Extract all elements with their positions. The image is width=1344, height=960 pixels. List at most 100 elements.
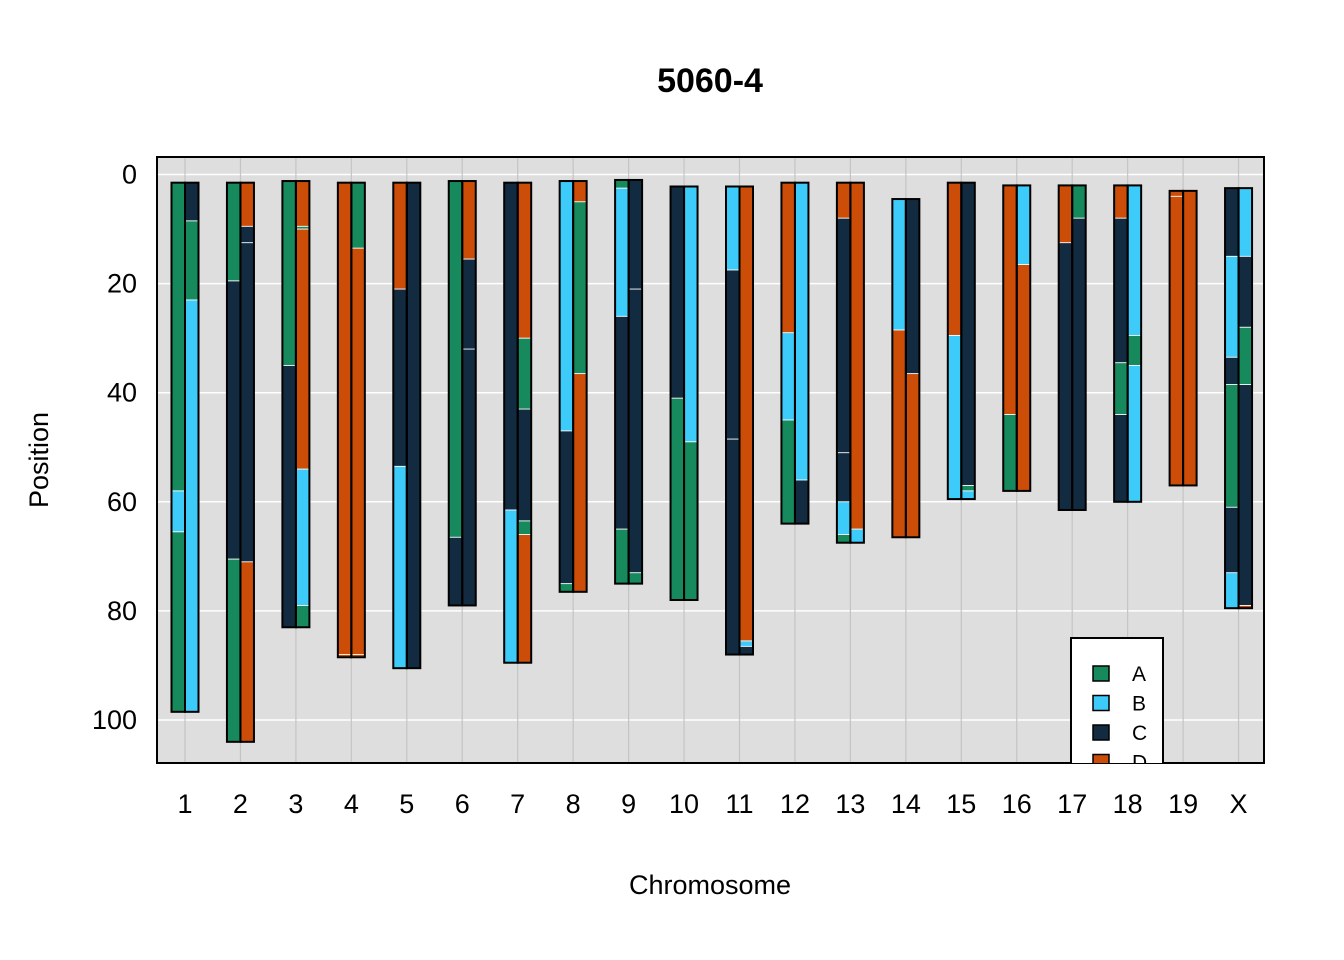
x-tick-label: 14 [891, 789, 921, 819]
chromosome-11 [725, 185, 754, 656]
x-tick-label: 17 [1057, 789, 1087, 819]
segment-right-D [850, 182, 864, 530]
segment-right-D [240, 561, 254, 742]
x-tick-label: 16 [1002, 789, 1032, 819]
segment-right-D [295, 229, 310, 470]
segment-right-D [240, 182, 254, 227]
chromosome-1 [170, 181, 200, 713]
segment-right-C [185, 182, 199, 221]
x-axis-ticks: 1 2 3 4 5 6 7 8 9 10 11 12 13 14 15 16 17 18 19 X [177, 789, 1247, 819]
segment-left-A [171, 182, 185, 491]
segment-left-B [781, 332, 795, 420]
x-tick-label: 2 [233, 789, 248, 819]
legend-label-D: D [1132, 752, 1147, 775]
segment-right-C [794, 479, 809, 524]
segment-left-C [836, 452, 851, 502]
segment-right-C [905, 199, 920, 374]
segment-left-C [615, 316, 629, 530]
segment-left-C [282, 365, 296, 628]
segment-right-C [739, 646, 753, 655]
segment-left-A [1114, 362, 1128, 415]
segment-right-D [351, 654, 365, 658]
segment-left-B [726, 186, 740, 270]
y-tick-label: 100 [92, 705, 137, 735]
strand-outline-right [239, 181, 255, 743]
segment-left-B [504, 509, 518, 663]
segment-right-D [739, 186, 753, 641]
segment-left-C [1225, 188, 1239, 257]
chromosome-15 [946, 181, 976, 501]
segment-right-A [573, 201, 587, 374]
segment-right-C [240, 242, 254, 562]
segment-left-B [171, 490, 185, 532]
segment-right-A [295, 605, 310, 628]
segment-left-D [337, 182, 352, 655]
segment-left-D [1114, 185, 1128, 219]
y-tick-label: 80 [107, 596, 137, 626]
segment-left-A [226, 182, 241, 281]
y-tick-label: 0 [122, 160, 137, 190]
chromosome-8 [558, 180, 588, 593]
x-tick-label: 19 [1168, 789, 1198, 819]
strand-outline-right [904, 198, 921, 539]
segment-left-C [393, 289, 407, 467]
segment-left-D [892, 329, 906, 538]
y-tick-label: 40 [107, 378, 137, 408]
segment-right-A [351, 182, 365, 249]
segment-right-D [1238, 605, 1253, 609]
y-axis-ticks: 0 20 40 60 80 100 [92, 160, 137, 736]
segment-left-B [1225, 572, 1239, 609]
legend-swatch-C [1092, 724, 1110, 741]
x-tick-label: 7 [510, 789, 525, 819]
segment-left-D [1169, 196, 1184, 486]
chromosome-bars [170, 178, 1254, 743]
segment-right-B [850, 529, 864, 543]
segment-right-D [462, 181, 476, 260]
segment-left-C [226, 280, 241, 560]
strand-outline-right [738, 185, 754, 656]
segment-left-C [1225, 507, 1239, 573]
segment-right-C [961, 182, 975, 486]
segment-left-D [1058, 185, 1073, 243]
x-tick-label: 5 [399, 789, 414, 819]
segment-left-D [781, 182, 795, 333]
x-tick-label: 1 [177, 789, 192, 819]
strand-outline-right [516, 181, 533, 664]
x-tick-label: 6 [455, 789, 470, 819]
segment-right-B [1016, 185, 1031, 265]
strand-outline-right [1126, 184, 1143, 503]
chromosome-3 [281, 180, 311, 629]
segment-right-A [1072, 185, 1086, 219]
segment-right-D [905, 373, 920, 538]
segment-left-D [393, 182, 407, 290]
segment-right-A [1127, 335, 1142, 366]
segment-right-D [573, 373, 587, 592]
chart-title: 5060-4 [657, 62, 763, 100]
segment-left-A [282, 181, 296, 366]
chromosome-18 [1113, 184, 1143, 503]
segment-right-C [462, 349, 476, 606]
strand-outline-right [1237, 187, 1254, 610]
chromosome-2 [225, 181, 255, 743]
chromosome-6 [447, 180, 477, 607]
segment-right-A [517, 520, 532, 535]
strand-outline-right [184, 181, 200, 713]
segment-left-B [559, 181, 574, 431]
x-tick-label: 10 [669, 789, 699, 819]
segment-right-D [295, 181, 310, 227]
segment-right-C [628, 179, 643, 290]
x-tick-label: 12 [780, 789, 810, 819]
segment-left-A [1003, 414, 1017, 491]
chromosome-14 [891, 198, 921, 539]
segment-left-B [836, 501, 851, 535]
x-tick-label: 4 [344, 789, 359, 819]
segment-right-C [406, 182, 421, 669]
segment-right-C [628, 289, 643, 573]
chromosome-16 [1002, 184, 1032, 492]
strand-outline-right [1071, 184, 1087, 511]
segment-left-A [1225, 384, 1239, 508]
segment-left-A [226, 559, 241, 742]
segment-left-A [559, 583, 574, 592]
segment-left-D [1003, 185, 1017, 415]
